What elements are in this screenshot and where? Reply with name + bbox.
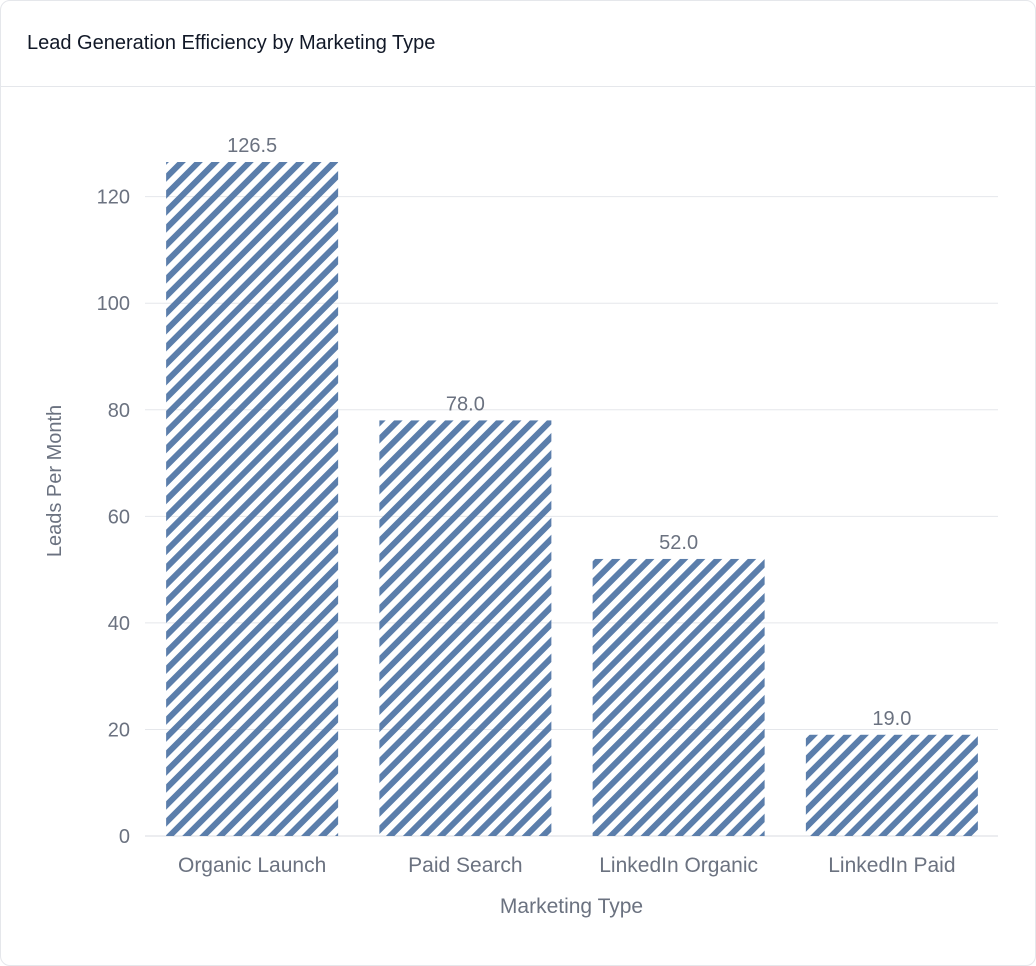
chart-title: Lead Generation Efficiency by Marketing …	[27, 32, 436, 54]
y-axis-ticks: 0 20 40 60 80 100 120	[97, 187, 130, 848]
y-tick-label: 80	[108, 400, 130, 422]
x-axis-title: Marketing Type	[500, 895, 643, 918]
x-tick-label: LinkedIn Organic	[599, 854, 758, 877]
bar-linkedin-paid[interactable]	[805, 734, 978, 836]
y-tick-label: 20	[108, 719, 130, 741]
bars	[166, 162, 978, 836]
x-tick-label: Paid Search	[408, 854, 522, 877]
bar-organic-launch[interactable]	[166, 162, 339, 836]
y-tick-label: 40	[108, 613, 130, 635]
bar-value-label: 78.0	[446, 393, 485, 415]
bar-value-labels: 126.5 78.0 52.0 19.0	[227, 135, 911, 730]
y-tick-label: 60	[108, 506, 130, 528]
bar-linkedin-organic[interactable]	[592, 558, 765, 836]
bar-paid-search[interactable]	[379, 420, 552, 836]
bar-value-label: 126.5	[227, 135, 277, 157]
y-tick-label: 120	[97, 187, 130, 209]
x-axis-ticks: Organic Launch Paid Search LinkedIn Organi…	[178, 854, 956, 877]
bar-value-label: 19.0	[872, 708, 911, 730]
x-tick-label: LinkedIn Paid	[828, 854, 955, 877]
x-tick-label: Organic Launch	[178, 854, 326, 877]
y-tick-label: 0	[119, 826, 130, 848]
bar-value-label: 52.0	[659, 532, 698, 554]
y-axis-title: Leads Per Month	[44, 405, 66, 557]
y-tick-label: 100	[97, 293, 130, 315]
card-header: Lead Generation Efficiency by Marketing …	[1, 1, 1035, 87]
